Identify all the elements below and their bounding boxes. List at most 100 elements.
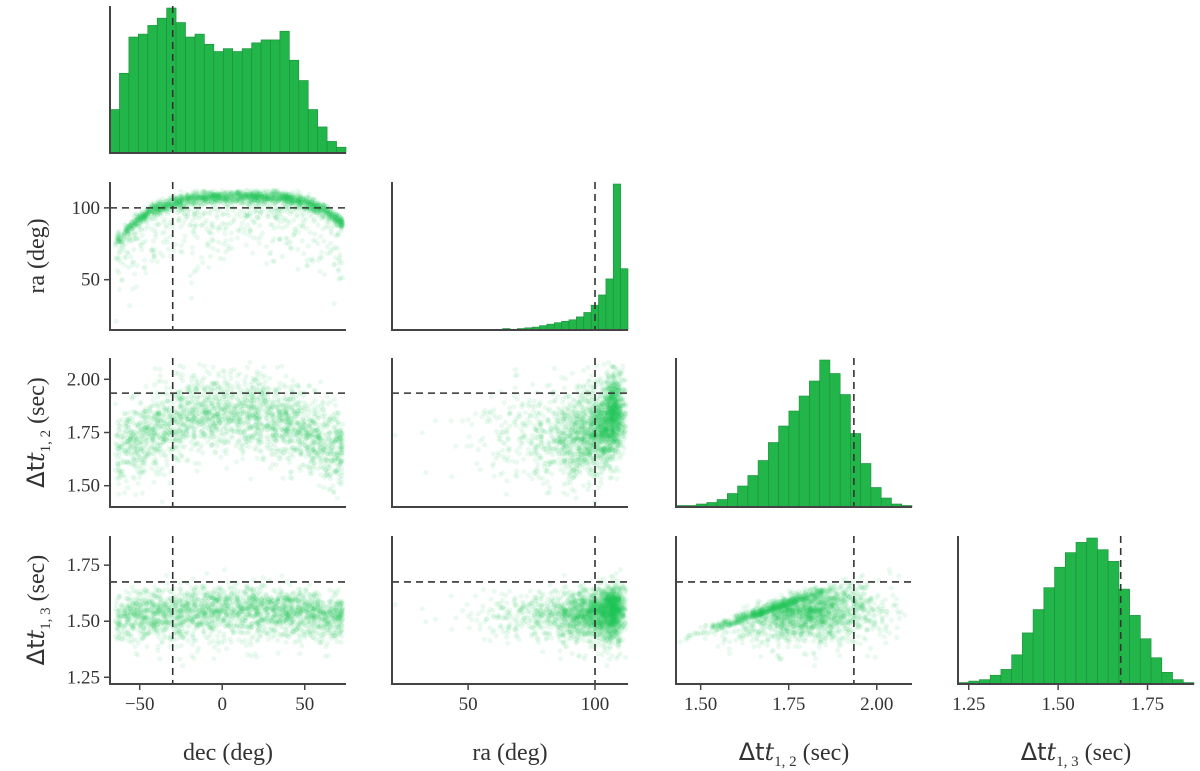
y-axis-label: ra (deg) — [24, 218, 50, 293]
sample-point — [211, 406, 217, 412]
sample-point — [283, 235, 289, 241]
sample-point — [131, 475, 137, 481]
sample-point — [224, 201, 230, 207]
sample-point — [260, 386, 266, 392]
sample-point — [222, 431, 228, 437]
histogram-bar — [241, 48, 252, 154]
sample-point — [145, 214, 151, 220]
sample-point — [273, 192, 279, 198]
sample-point — [304, 262, 311, 268]
sample-point — [195, 410, 201, 416]
sample-point — [125, 225, 131, 231]
sample-point — [131, 232, 138, 238]
sample-point — [285, 425, 291, 431]
sample-point — [175, 218, 181, 224]
sample-point — [335, 268, 341, 274]
sample-point — [328, 240, 334, 246]
sample-point — [220, 211, 226, 217]
sample-point — [178, 188, 184, 194]
sample-point — [130, 223, 136, 229]
sample-point — [335, 230, 341, 236]
sample-point — [183, 385, 189, 391]
sample-point — [324, 250, 330, 257]
sample-point — [152, 456, 158, 462]
y-tick-label: 1.75 — [67, 423, 100, 444]
sample-point — [191, 190, 197, 196]
sample-point — [339, 217, 345, 223]
sample-point — [210, 237, 216, 244]
sample-point — [214, 207, 220, 213]
sample-point — [275, 195, 281, 201]
sample-point — [177, 200, 183, 206]
sample-point — [321, 238, 327, 244]
sample-point — [121, 254, 128, 260]
sample-point — [194, 210, 200, 216]
histogram-bar — [204, 43, 215, 154]
sample-point — [212, 192, 218, 198]
sample-point — [201, 210, 208, 216]
sample-point — [223, 193, 229, 199]
sample-point — [240, 200, 246, 206]
sample-point — [392, 432, 398, 438]
sample-point — [337, 445, 343, 451]
sample-point — [191, 212, 197, 218]
sample-point — [256, 380, 262, 386]
sample-point — [208, 200, 214, 206]
sample-point — [214, 215, 220, 221]
sample-point — [234, 235, 241, 241]
sample-point — [180, 220, 186, 226]
sample-point — [158, 442, 164, 448]
sample-point — [223, 195, 229, 202]
histogram-bar — [279, 30, 290, 154]
sample-point — [144, 218, 150, 225]
sample-point — [256, 240, 262, 246]
sample-point — [328, 416, 334, 422]
sample-point — [260, 456, 266, 462]
sample-point — [300, 217, 306, 223]
sample-point — [253, 419, 260, 425]
sample-point — [337, 217, 343, 224]
sample-point — [118, 277, 125, 283]
sample-point — [272, 188, 278, 194]
sample-point — [209, 220, 215, 226]
sample-point — [251, 189, 257, 195]
sample-point — [248, 191, 254, 197]
sample-point — [242, 191, 248, 197]
sample-point — [160, 253, 166, 259]
sample-point — [184, 458, 190, 464]
sample-point — [251, 219, 257, 225]
sample-point — [293, 226, 299, 232]
sample-point — [303, 454, 309, 460]
sample-point — [325, 211, 331, 217]
sample-point — [236, 188, 243, 194]
sample-point — [335, 213, 341, 219]
sample-point — [135, 221, 141, 227]
sample-point — [289, 208, 295, 215]
sample-point — [259, 194, 265, 201]
sample-point — [309, 197, 315, 203]
sample-point — [580, 483, 587, 489]
sample-point — [200, 260, 206, 266]
sample-point — [338, 227, 344, 233]
sample-point — [261, 396, 267, 402]
sample-point — [244, 387, 250, 393]
sample-point — [199, 222, 205, 228]
sample-point — [175, 370, 181, 376]
sample-point — [196, 361, 202, 367]
histogram-bar — [307, 109, 318, 154]
sample-point — [328, 457, 334, 463]
histogram-bar — [232, 51, 243, 154]
sample-point — [128, 452, 134, 458]
sample-point — [193, 223, 199, 229]
sample-point — [328, 486, 334, 493]
sample-point — [319, 249, 325, 255]
sample-point — [161, 202, 167, 208]
scatter-points — [112, 188, 346, 324]
sample-point — [176, 198, 182, 204]
sample-point — [324, 431, 331, 438]
histogram-bar — [260, 39, 271, 154]
sample-point — [258, 428, 265, 434]
sample-point — [290, 198, 296, 204]
sample-point — [251, 397, 257, 403]
sample-point — [270, 398, 276, 404]
